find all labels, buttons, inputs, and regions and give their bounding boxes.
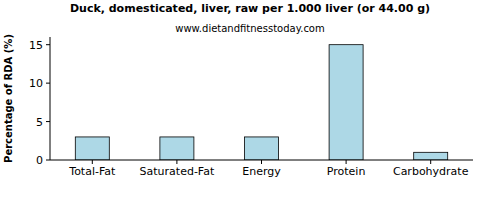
x-tick — [92, 160, 93, 164]
x-tick-label: Total-Fat — [68, 165, 116, 178]
bar — [414, 152, 448, 160]
x-tick-label: Saturated-Fat — [140, 165, 215, 178]
y-tick — [46, 83, 50, 84]
y-axis — [50, 37, 51, 160]
x-tick — [346, 160, 347, 164]
bars — [75, 45, 447, 160]
y-tick — [46, 160, 50, 161]
bar — [329, 45, 363, 160]
y-tick-label: 15 — [29, 39, 43, 52]
y-tick-label: 0 — [36, 154, 43, 167]
x-tick — [430, 160, 431, 164]
title: Duck, domesticated, liver, raw per 1.000… — [70, 2, 430, 15]
y-tick — [46, 121, 50, 122]
x-tick — [176, 160, 177, 164]
subtitle: www.dietandfitnesstoday.com — [175, 23, 324, 34]
bar — [75, 137, 109, 160]
y-axis-label: Percentage of RDA (%) — [3, 34, 14, 163]
x-tick-label: Protein — [327, 165, 366, 178]
bar — [160, 137, 194, 160]
x-tick — [261, 160, 262, 164]
x-tick-label: Carbohydrate — [393, 165, 469, 178]
x-tick-label: Energy — [242, 165, 281, 178]
bar — [245, 137, 279, 160]
y-tick-label: 5 — [36, 116, 43, 129]
chart: Duck, domesticated, liver, raw per 1.000… — [0, 0, 500, 200]
y-tick-label: 10 — [29, 77, 43, 90]
y-tick — [46, 44, 50, 45]
